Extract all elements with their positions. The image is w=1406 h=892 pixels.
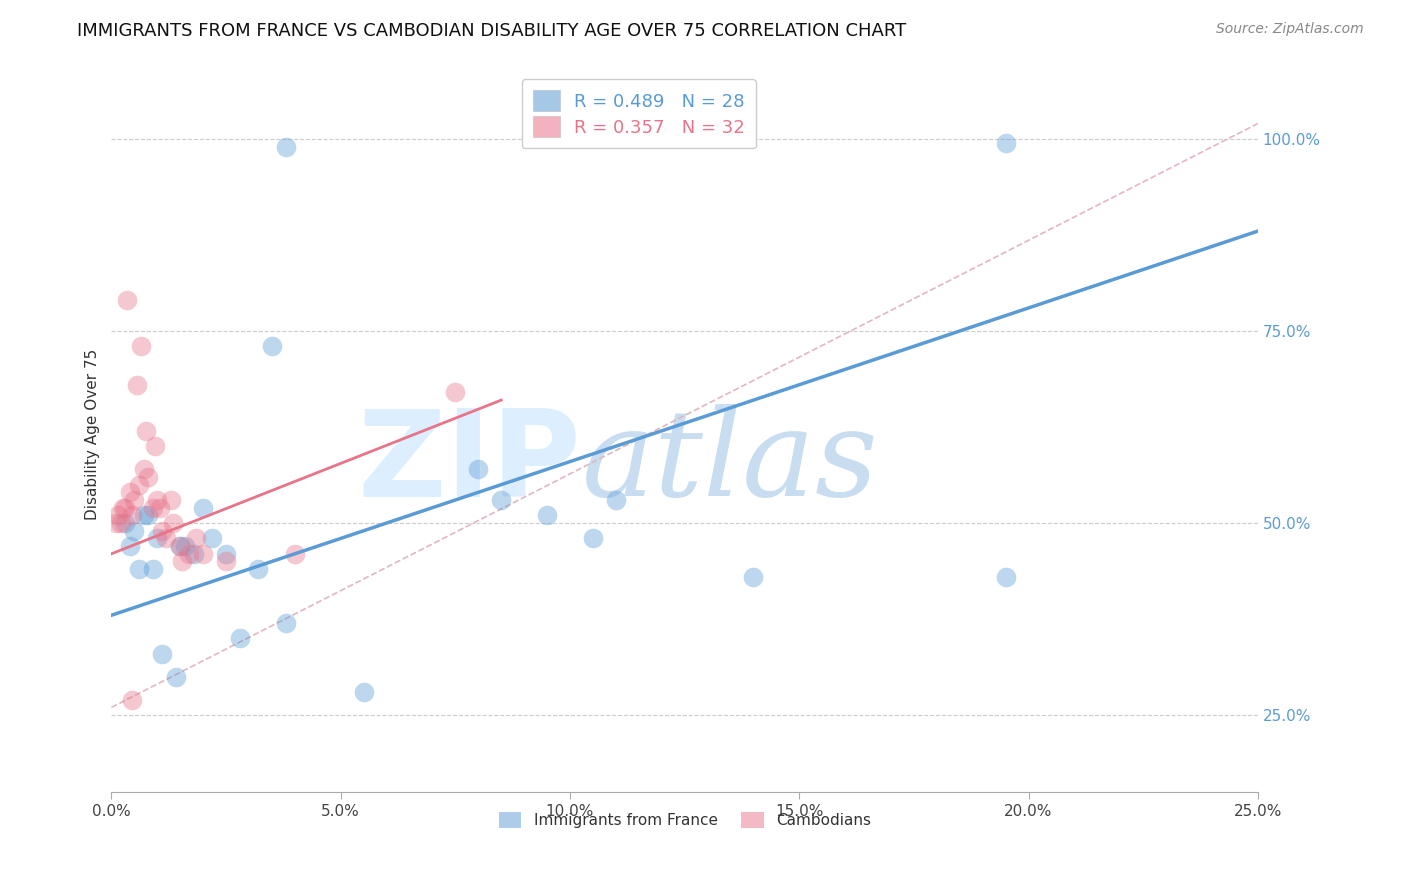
Text: Source: ZipAtlas.com: Source: ZipAtlas.com	[1216, 22, 1364, 37]
Point	[165, 670, 187, 684]
Point	[247, 562, 270, 576]
Point	[143, 439, 166, 453]
Point	[186, 532, 208, 546]
Point	[444, 385, 467, 400]
Point	[117, 293, 139, 308]
Point	[114, 516, 136, 530]
Point	[128, 477, 150, 491]
Point	[125, 377, 148, 392]
Point	[605, 493, 627, 508]
Point	[162, 516, 184, 530]
Point	[353, 685, 375, 699]
Point	[111, 500, 134, 515]
Point	[146, 532, 169, 546]
Point	[129, 339, 152, 353]
Point	[994, 136, 1017, 150]
Point	[183, 547, 205, 561]
Point	[118, 539, 141, 553]
Point	[128, 562, 150, 576]
Point	[179, 547, 201, 561]
Point	[274, 615, 297, 630]
Point	[142, 562, 165, 576]
Point	[132, 462, 155, 476]
Point	[172, 554, 194, 568]
Point	[136, 508, 159, 523]
Point	[742, 570, 765, 584]
Point	[124, 524, 146, 538]
Point	[215, 554, 238, 568]
Point	[191, 547, 214, 561]
Point	[110, 516, 132, 530]
Text: atlas: atlas	[582, 405, 879, 522]
Point	[467, 462, 489, 476]
Point	[136, 470, 159, 484]
Point	[142, 500, 165, 515]
Text: IMMIGRANTS FROM FRANCE VS CAMBODIAN DISABILITY AGE OVER 75 CORRELATION CHART: IMMIGRANTS FROM FRANCE VS CAMBODIAN DISA…	[77, 22, 907, 40]
Point	[169, 539, 191, 553]
Y-axis label: Disability Age Over 75: Disability Age Over 75	[86, 349, 100, 520]
Point	[582, 532, 605, 546]
Point	[124, 493, 146, 508]
Point	[155, 532, 177, 546]
Point	[173, 539, 195, 553]
Point	[121, 508, 143, 523]
Point	[169, 539, 191, 553]
Point	[284, 547, 307, 561]
Point	[148, 500, 170, 515]
Point	[150, 647, 173, 661]
Point	[107, 508, 129, 523]
Point	[994, 570, 1017, 584]
Point	[536, 508, 558, 523]
Point	[489, 493, 512, 508]
Point	[229, 632, 252, 646]
Point	[135, 424, 157, 438]
Point	[114, 500, 136, 515]
Point	[215, 547, 238, 561]
Point	[121, 692, 143, 706]
Point	[132, 508, 155, 523]
Point	[105, 516, 128, 530]
Point	[146, 493, 169, 508]
Point	[260, 339, 283, 353]
Point	[274, 139, 297, 153]
Point	[191, 500, 214, 515]
Point	[201, 532, 224, 546]
Legend: Immigrants from France, Cambodians: Immigrants from France, Cambodians	[492, 806, 877, 834]
Point	[118, 485, 141, 500]
Point	[160, 493, 183, 508]
Point	[150, 524, 173, 538]
Text: ZIP: ZIP	[357, 405, 582, 522]
